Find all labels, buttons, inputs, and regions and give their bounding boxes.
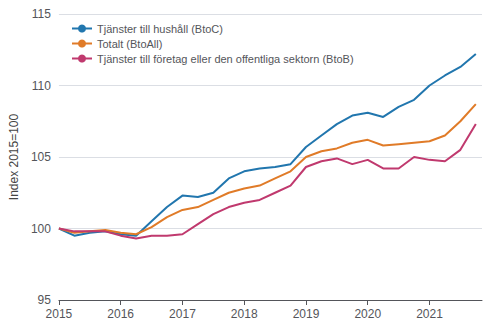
svg-text:2019: 2019 xyxy=(293,307,320,321)
svg-text:Tjänster till hushåll (BtoC): Tjänster till hushåll (BtoC) xyxy=(97,23,223,35)
svg-text:110: 110 xyxy=(32,79,51,93)
svg-text:2015: 2015 xyxy=(46,307,73,321)
svg-text:Index 2015=100: Index 2015=100 xyxy=(7,113,21,200)
svg-text:95: 95 xyxy=(38,293,52,307)
svg-text:2021: 2021 xyxy=(416,307,443,321)
svg-text:100: 100 xyxy=(31,222,51,236)
svg-text:Tjänster till företag eller de: Tjänster till företag eller den offentli… xyxy=(97,53,354,65)
svg-text:2016: 2016 xyxy=(107,307,134,321)
svg-text:105: 105 xyxy=(31,150,51,164)
svg-text:2018: 2018 xyxy=(231,307,258,321)
svg-text:Totalt (BtoAll): Totalt (BtoAll) xyxy=(97,38,162,50)
svg-text:2017: 2017 xyxy=(169,307,196,321)
svg-text:115: 115 xyxy=(32,7,51,21)
svg-text:2020: 2020 xyxy=(354,307,381,321)
